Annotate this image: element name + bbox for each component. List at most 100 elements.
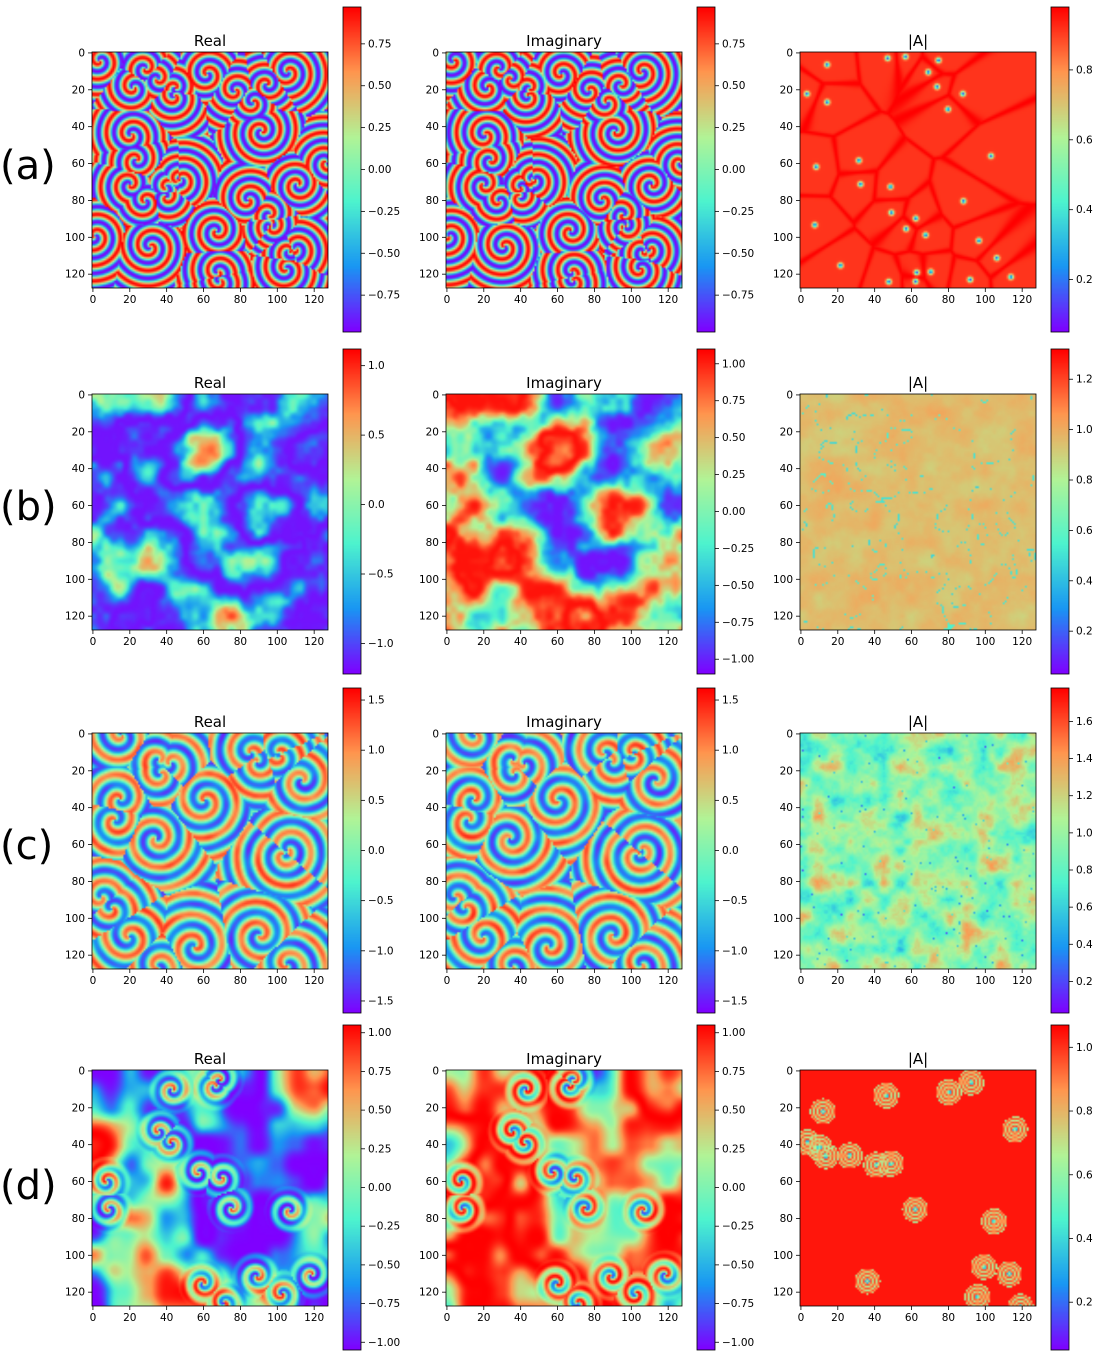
x-tick-label: 20	[831, 636, 844, 648]
panel-r1-c2: |A| 0 0 20 20 40 40 60 60 80 80 100 100 120 120 1.2 1.0 0…	[773, 348, 1093, 675]
heatmap-image	[92, 1070, 328, 1306]
y-tick-label: 40	[72, 1139, 85, 1151]
x-tick-label: 0	[444, 636, 451, 648]
y-tick-label: 20	[780, 1102, 793, 1114]
y-tick-label: 0	[432, 389, 439, 401]
colorbar-tick-label: −1.5	[368, 995, 394, 1007]
x-tick-label: 80	[234, 636, 247, 648]
y-tick-label: 100	[773, 232, 793, 244]
colorbar-tick-label: 0.75	[368, 1066, 391, 1078]
colorbar-tick-label: 0.5	[368, 430, 385, 442]
y-tick-label: 20	[72, 426, 85, 438]
y-tick-label: 40	[72, 121, 85, 133]
colorbar: 1.0 0.5 0.0 −0.5 −1.0	[342, 348, 394, 675]
y-tick-label: 120	[65, 1287, 85, 1299]
colorbar-tick-label: 0.00	[368, 1182, 391, 1194]
colorbar-tick-label: 0.8	[1076, 1106, 1093, 1118]
colorbar-tick-label: 1.5	[722, 695, 739, 707]
colorbar-tick-label: −0.75	[722, 617, 754, 629]
x-tick-label: 120	[304, 294, 324, 306]
panel-r1-c0: Real 0 0 20 20 40 40 60 60 80 80 100 100 120 120 1.0 0.5…	[65, 348, 394, 675]
x-tick-label: 80	[588, 975, 601, 987]
x-tick-label: 40	[160, 1312, 173, 1324]
y-tick-label: 120	[773, 950, 793, 962]
colorbar-tick-label: 0.2	[1076, 1297, 1093, 1309]
colorbar-tick-label: 0.8	[1076, 865, 1093, 877]
x-tick-label: 20	[831, 294, 844, 306]
colorbar-tick-label: −0.75	[368, 290, 400, 302]
colorbar-tick-label: 0.4	[1076, 939, 1093, 951]
x-tick-label: 120	[658, 636, 678, 648]
panel-title: Real	[194, 32, 226, 50]
colorbar-tick-label: 0.4	[1076, 1233, 1093, 1245]
heatmap-image	[92, 733, 328, 969]
y-tick-label: 120	[773, 611, 793, 623]
x-tick-label: 80	[588, 1312, 601, 1324]
x-tick-label: 100	[267, 636, 287, 648]
x-tick-label: 60	[197, 294, 210, 306]
x-tick-label: 120	[304, 1312, 324, 1324]
y-tick-label: 0	[432, 47, 439, 59]
x-tick-label: 100	[975, 294, 995, 306]
colorbar-tick-label: 0.2	[1076, 274, 1093, 286]
x-tick-label: 40	[868, 636, 881, 648]
x-tick-label: 100	[975, 1312, 995, 1324]
y-tick-label: 60	[780, 839, 793, 851]
y-tick-label: 60	[426, 500, 439, 512]
colorbar-tick-label: 0.5	[722, 795, 739, 807]
colorbar-tick-label: −0.75	[722, 290, 754, 302]
y-tick-label: 80	[780, 1213, 793, 1225]
colorbar-tick-label: −0.5	[368, 895, 394, 907]
panel-title: Real	[194, 374, 226, 392]
colorbar-tick-label: −0.75	[368, 1298, 400, 1310]
colorbar: 0.75 0.50 0.25 0.00 −0.25 −0.50 −0.75	[342, 6, 400, 333]
y-tick-label: 40	[426, 463, 439, 475]
colorbar-tick-label: 0.75	[368, 38, 391, 50]
x-tick-label: 100	[621, 294, 641, 306]
panel-title: Imaginary	[526, 32, 602, 50]
colorbar-tick-label: −1.00	[368, 1337, 400, 1349]
x-tick-label: 100	[975, 975, 995, 987]
y-tick-label: 40	[780, 463, 793, 475]
colorbar-tick-label: 0.75	[722, 395, 745, 407]
x-tick-label: 120	[658, 975, 678, 987]
colorbar-tick-label: 1.0	[1076, 827, 1093, 839]
x-tick-label: 60	[197, 1312, 210, 1324]
colorbar-tick-label: 1.0	[1076, 1042, 1093, 1054]
y-tick-label: 100	[773, 1250, 793, 1262]
y-tick-label: 60	[72, 1176, 85, 1188]
colorbar-tick-label: −1.0	[368, 945, 394, 957]
x-tick-label: 80	[942, 294, 955, 306]
x-tick-label: 40	[514, 636, 527, 648]
panel-r1-c1: Imaginary 0 0 20 20 40 40 60 60 80 80 100 100 120 120 1…	[419, 348, 754, 675]
y-tick-label: 100	[65, 232, 85, 244]
colorbar-tick-label: 0.8	[1076, 64, 1093, 76]
y-tick-label: 100	[773, 574, 793, 586]
y-tick-label: 0	[786, 389, 793, 401]
x-tick-label: 120	[1012, 636, 1032, 648]
y-tick-label: 60	[780, 158, 793, 170]
x-tick-label: 80	[942, 1312, 955, 1324]
y-tick-label: 20	[780, 426, 793, 438]
y-tick-label: 20	[780, 765, 793, 777]
colorbar-tick-label: 0.25	[722, 122, 745, 134]
panel-title: Imaginary	[526, 1050, 602, 1068]
colorbar-tick-label: 0.25	[722, 1143, 745, 1155]
y-tick-label: 40	[72, 463, 85, 475]
x-tick-label: 60	[905, 636, 918, 648]
y-tick-label: 80	[780, 195, 793, 207]
x-tick-label: 20	[831, 1312, 844, 1324]
y-tick-label: 80	[426, 195, 439, 207]
x-tick-label: 60	[551, 636, 564, 648]
y-tick-label: 40	[426, 1139, 439, 1151]
x-tick-label: 40	[514, 1312, 527, 1324]
y-tick-label: 120	[419, 950, 439, 962]
y-tick-label: 40	[780, 1139, 793, 1151]
colorbar-tick-label: −0.5	[722, 895, 748, 907]
x-tick-label: 100	[267, 1312, 287, 1324]
x-tick-label: 80	[234, 975, 247, 987]
colorbar: 1.5 1.0 0.5 0.0 −0.5 −1.0 −1.5	[342, 687, 394, 1014]
row-label-b: (b)	[0, 484, 57, 530]
panel-title: |A|	[908, 713, 928, 731]
